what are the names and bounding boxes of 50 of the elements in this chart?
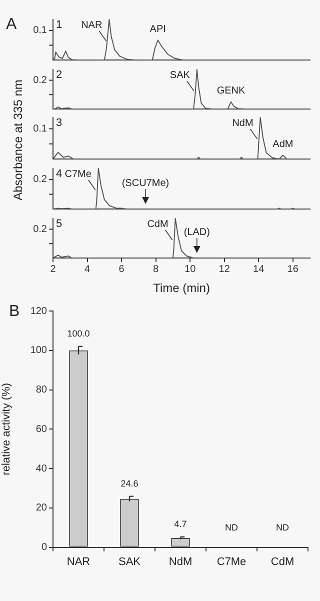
x-tick-label: NAR — [66, 556, 90, 568]
x-tick-label: 14 — [253, 264, 265, 275]
annotation: SAK — [170, 70, 190, 82]
text: 0.2 — [33, 174, 48, 186]
x-tick-label: 10 — [184, 264, 196, 275]
data-label: 24.6 — [120, 478, 138, 488]
text: 0.1 — [33, 26, 48, 37]
annotation: C7Me — [64, 168, 92, 180]
chart-subtitle: 1 — [56, 19, 62, 32]
x-tick-label: SAK — [118, 556, 142, 568]
y-tick-label: 120 — [30, 306, 48, 317]
text: 0.2 — [33, 224, 48, 236]
chart-title: A — [6, 16, 17, 34]
y-axis-title: relative activity (%) — [0, 383, 13, 476]
data-label: ND — [225, 522, 238, 532]
text: 0.2 — [33, 75, 48, 86]
text: 0.1 — [33, 124, 48, 135]
y-tick-label: 100 — [30, 345, 48, 356]
y-tick-label: 80 — [36, 384, 48, 396]
chart-subtitle: 5 — [56, 218, 62, 230]
annotation: (LAD) — [184, 226, 210, 238]
x-tick-label: 12 — [218, 264, 230, 275]
annotation: API — [150, 24, 166, 36]
y-tick-label: 0 — [41, 542, 48, 554]
annotation: CdM — [147, 219, 168, 230]
data-label: 100.0 — [67, 328, 90, 338]
chart-title: B — [9, 303, 20, 321]
x-tick-label: 8 — [153, 264, 160, 275]
x-tick-label: 6 — [118, 264, 125, 275]
x-tick-label: 4 — [84, 264, 90, 275]
annotation: AdM — [272, 139, 294, 150]
x-tick-label: C7Me — [216, 556, 246, 568]
annotation: NAR — [81, 20, 102, 32]
x-axis-title: Time (min) — [153, 281, 210, 296]
x-tick-label: 2 — [50, 264, 56, 275]
annotation: (SCU7Me) — [122, 178, 170, 189]
data-label: 4.7 — [174, 518, 187, 529]
chart-subtitle: 2 — [56, 69, 62, 82]
y-tick-label: 20 — [36, 502, 48, 514]
y-axis-title: Absorbance at 335 nm — [11, 78, 25, 202]
y-tick-label: 40 — [36, 463, 48, 474]
data-label: ND — [276, 522, 290, 532]
chart-subtitle: 3 — [56, 117, 62, 130]
annotation: GENK — [216, 86, 246, 97]
x-tick-label: 16 — [287, 264, 299, 275]
annotation: NdM — [232, 118, 254, 130]
chart-subtitle: 4 — [56, 168, 62, 180]
x-tick-label: NdM — [168, 556, 192, 568]
x-tick-label: CdM — [270, 556, 294, 568]
y-tick-label: 60 — [36, 424, 48, 435]
